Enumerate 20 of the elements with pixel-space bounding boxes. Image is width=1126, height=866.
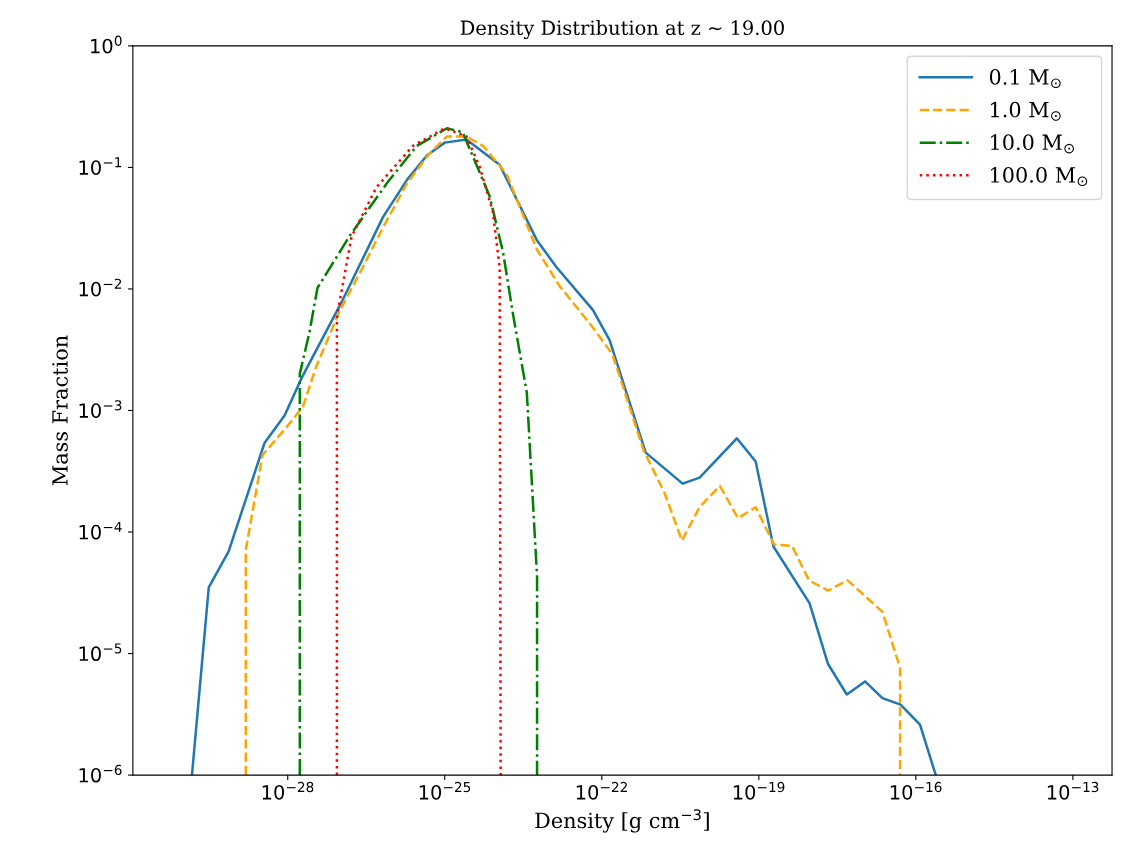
x-tick-label: 10$^{−22}$	[576, 781, 627, 800]
y-tick-label: 10$^{−3}$	[79, 400, 122, 418]
legend-label: 0.1 M$_{⊙}$	[989, 69, 1061, 89]
legend-label: 1.0 M$_{⊙}$	[991, 101, 1061, 121]
legend-label: 100.0 M$_{⊙}$	[991, 167, 1088, 187]
x-tick-label: 10$^{−25}$	[419, 781, 471, 800]
x-tick-label: 10$^{−28}$	[262, 781, 314, 800]
x-tick-label: 10$^{−16}$	[890, 781, 942, 800]
chart-title: Density Distribution at z ~ 19.00	[460, 20, 784, 40]
x-axis-title: Density [g cm$^{−3}$]	[535, 809, 709, 833]
x-tick-label: 10$^{−19}$	[733, 781, 785, 800]
y-tick-label: 10$^{−1}$	[79, 157, 122, 175]
y-tick-label: 10$^{−4}$	[79, 521, 122, 540]
x-tick-label: 10$^{−13}$	[1047, 781, 1099, 800]
y-tick-label: 10$^{−6}$	[79, 764, 122, 783]
y-tick-label: 10$^{−2}$	[79, 278, 122, 297]
legend-label: 10.0 M$_{⊙}$	[991, 134, 1074, 154]
y-tick-label: 10$^{−5}$	[79, 643, 122, 662]
y-tick-label: 10$^{0}$	[91, 35, 122, 54]
y-axis-title: Mass Fraction	[52, 335, 68, 486]
